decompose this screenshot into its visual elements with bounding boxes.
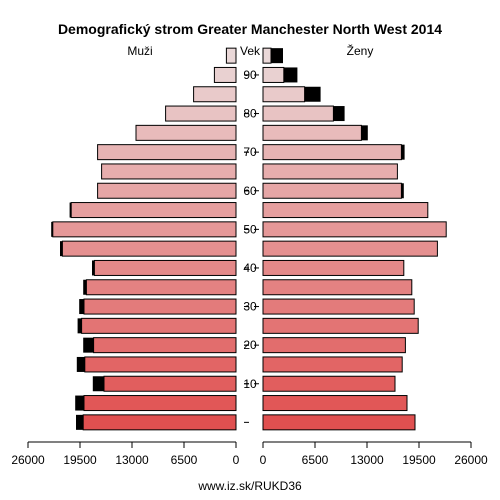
x-tick-label-left: 26000 <box>11 453 45 467</box>
female-bar <box>262 298 415 315</box>
x-tick-label-left: 6500 <box>171 453 198 467</box>
female-bar <box>262 105 334 122</box>
male-excess-bar <box>92 260 95 276</box>
female-bar <box>262 47 272 64</box>
male-bar <box>93 337 237 354</box>
x-tick-label-left: 0 <box>233 453 240 467</box>
female-bar <box>262 337 406 354</box>
x-tick-label-right: 0 <box>260 453 267 467</box>
male-bar <box>93 259 237 276</box>
female-excess-bar <box>401 183 404 199</box>
female-bar <box>262 182 402 199</box>
female-bar <box>262 202 429 219</box>
female-excess-bar <box>401 144 405 160</box>
age-tick-label: 90 <box>243 68 257 82</box>
female-bar <box>262 240 438 257</box>
female-bar <box>262 221 447 238</box>
female-excess-bar <box>333 106 345 122</box>
source-label: www.iz.sk/RUKD36 <box>197 479 302 493</box>
female-bar <box>262 375 396 392</box>
male-bar <box>135 124 237 141</box>
male-bar <box>52 221 237 238</box>
female-bar <box>262 86 306 103</box>
male-bar <box>70 202 237 219</box>
male-excess-bar <box>60 241 63 257</box>
age-tick-label: 80 <box>243 107 257 121</box>
left-label: Muži <box>127 44 152 58</box>
male-excess-bar <box>77 318 82 334</box>
female-bar <box>262 144 402 161</box>
male-bar <box>83 395 237 412</box>
male-bar <box>165 105 237 122</box>
female-bar <box>262 124 362 141</box>
male-bar <box>97 182 237 199</box>
age-tick-label: 50 <box>243 222 257 236</box>
female-bar <box>262 414 416 431</box>
female-bar <box>262 395 408 412</box>
female-bar <box>262 163 398 180</box>
male-excess-bar <box>76 414 84 430</box>
x-tick-label-right: 13000 <box>350 453 384 467</box>
female-bar <box>262 66 285 83</box>
male-bar <box>213 66 237 83</box>
male-bar <box>61 240 237 257</box>
age-tick-label: 70 <box>243 145 257 159</box>
male-bar <box>84 356 237 373</box>
x-tick-label-left: 13000 <box>115 453 149 467</box>
male-excess-bar <box>69 202 72 218</box>
x-tick-label-right: 26000 <box>454 453 488 467</box>
female-bar <box>262 259 405 276</box>
male-excess-bar <box>51 221 53 237</box>
female-excess-bar <box>304 86 321 102</box>
male-bar <box>193 86 237 103</box>
age-tick-label: 30 <box>243 300 257 314</box>
male-excess-bar <box>75 395 84 411</box>
right-label: Ženy <box>347 43 374 58</box>
center-label: Vek <box>240 44 261 58</box>
female-excess-bar <box>271 48 283 64</box>
male-bar <box>82 414 237 431</box>
male-bar <box>225 47 237 64</box>
axes-group: 10 20 30 40 50 60 70 80 90 26000 19500 13000 6500 0 0 6… <box>11 68 488 467</box>
male-excess-bar <box>79 299 84 315</box>
age-tick-label: 60 <box>243 184 257 198</box>
x-tick-label-left: 19500 <box>63 453 97 467</box>
male-bar <box>103 375 237 392</box>
male-bar <box>81 317 237 334</box>
male-bar <box>101 163 237 180</box>
chart-title: Demografický strom Greater Manchester No… <box>58 21 442 37</box>
female-bar <box>262 279 413 296</box>
age-tick-label: 40 <box>243 261 257 275</box>
female-excess-bar <box>283 67 298 83</box>
male-excess-bar <box>76 356 85 372</box>
age-tick-label: 20 <box>243 338 257 352</box>
male-bar <box>85 279 237 296</box>
male-excess-bar <box>83 337 94 353</box>
male-bar <box>97 144 237 161</box>
female-bar <box>262 317 419 334</box>
bars-group <box>51 47 447 431</box>
female-excess-bar <box>361 125 368 141</box>
age-tick-label: 10 <box>243 377 257 391</box>
male-excess-bar <box>83 279 87 295</box>
male-excess-bar <box>92 376 104 392</box>
x-tick-label-right: 6500 <box>302 453 329 467</box>
x-tick-label-right: 19500 <box>402 453 436 467</box>
female-bar <box>262 356 403 373</box>
male-bar <box>83 298 237 315</box>
